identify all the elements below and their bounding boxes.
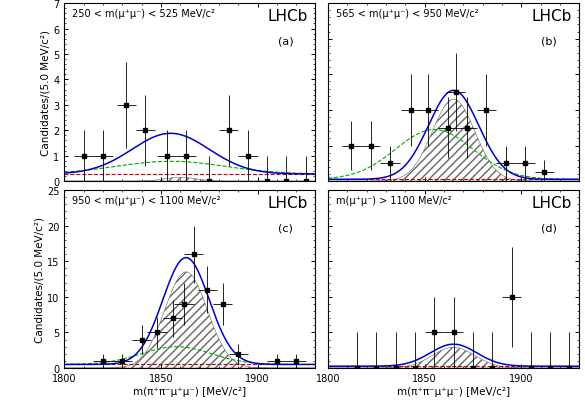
Text: LHCb: LHCb xyxy=(267,9,308,25)
Y-axis label: Candidates/(5.0 MeV/c²): Candidates/(5.0 MeV/c²) xyxy=(34,216,44,342)
Text: m(μ⁺μ⁻) > 1100 MeV/c²: m(μ⁺μ⁻) > 1100 MeV/c² xyxy=(336,196,451,206)
X-axis label: m(π⁺π⁻μ⁺μ⁻) [MeV/c²]: m(π⁺π⁻μ⁺μ⁻) [MeV/c²] xyxy=(133,386,246,396)
Text: (d): (d) xyxy=(542,222,558,232)
Y-axis label: Candidates/(5.0 MeV/c²): Candidates/(5.0 MeV/c²) xyxy=(40,30,50,156)
Text: (b): (b) xyxy=(542,36,558,46)
Text: 565 < m(μ⁺μ⁻) < 950 MeV/c²: 565 < m(μ⁺μ⁻) < 950 MeV/c² xyxy=(336,9,478,19)
Text: LHCb: LHCb xyxy=(531,9,572,25)
X-axis label: m(π⁺π⁻μ⁺μ⁻) [MeV/c²]: m(π⁺π⁻μ⁺μ⁻) [MeV/c²] xyxy=(397,386,510,396)
Text: (a): (a) xyxy=(278,36,294,46)
Text: 950 < m(μ⁺μ⁻) < 1100 MeV/c²: 950 < m(μ⁺μ⁻) < 1100 MeV/c² xyxy=(72,196,221,206)
Text: LHCb: LHCb xyxy=(267,196,308,211)
Text: 250 < m(μ⁺μ⁻) < 525 MeV/c²: 250 < m(μ⁺μ⁻) < 525 MeV/c² xyxy=(72,9,215,19)
Text: LHCb: LHCb xyxy=(531,196,572,211)
Text: (c): (c) xyxy=(278,222,292,232)
